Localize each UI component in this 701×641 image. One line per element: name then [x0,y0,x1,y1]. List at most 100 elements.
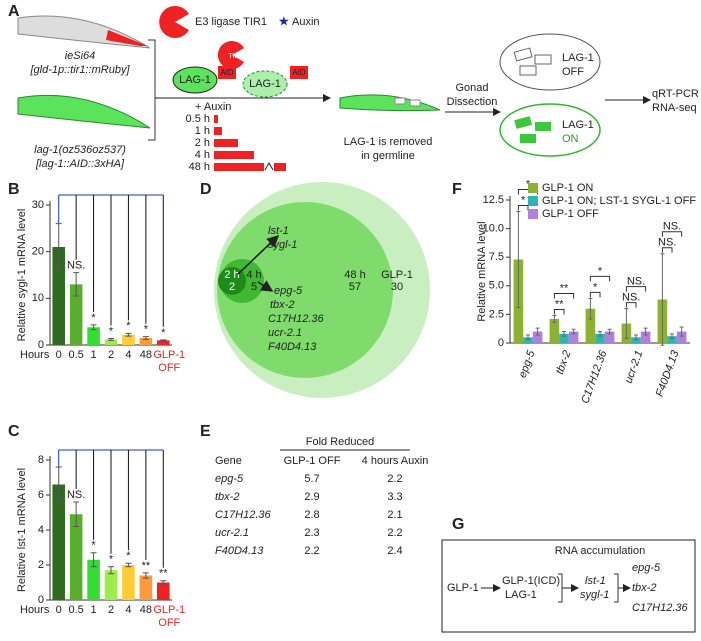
x-tick-label: 0.5 [68,604,83,616]
error-bar [562,331,566,337]
sig-bracket [589,291,601,298]
error-bar [125,562,132,568]
caption: LAG-1 is removed [344,136,433,148]
annotation: * [91,540,96,552]
worm [339,94,441,112]
pathway-title: RNA accumulation [555,545,646,557]
error-bar [142,572,149,579]
legend-swatch [528,209,538,219]
annotation: * [109,554,114,566]
node: epg-5 [632,562,661,574]
error-bar [598,331,602,337]
arrow [257,280,274,292]
sig-bracket [517,204,529,211]
strain: ieSi64 [65,50,96,62]
error-bar [73,501,80,527]
worm [17,94,151,129]
gonad [519,65,537,76]
y-tick-label: 2 [38,559,44,571]
gene: lst-1 [268,225,289,237]
panel-a: ieSi64 [gld-1p::tir1::mRuby] lag-1(oz536… [17,6,701,173]
error-bar [535,327,540,336]
legend-label: GLP-1 ON; LST-1 SYGL-1 OFF [542,195,696,207]
bar [631,337,641,343]
x-tick-label: 48 [140,349,152,361]
tir1-icon [217,41,244,69]
bar [676,331,687,343]
cell: F40D4.13 [215,545,264,557]
x-tick-label: GLP-1 OFF [153,349,185,374]
sig-label: NS. [658,237,676,249]
annotation: * [161,327,166,339]
germline [394,97,406,105]
node: GLP-1 [447,582,479,594]
protein-label: LAG-1 [249,78,281,90]
x-tick-label: epg-5 [517,348,538,379]
venn-circle [217,202,393,378]
bar [69,514,83,600]
aid-tag [218,66,236,79]
set-count: 30 [391,281,403,293]
error-bar [160,580,167,585]
gonad [535,122,551,131]
gene: F40D4.13 [268,341,317,353]
auxin-icon: ★ [278,13,290,28]
error-bar [160,339,167,342]
bar [104,339,118,345]
protein-label: AID [220,68,234,77]
annotation: * [126,320,131,332]
annotation: ** [159,568,168,580]
node: LAG-1 [505,589,537,601]
panel-label: D [200,181,212,198]
gonad [513,47,533,62]
sig-bracket [553,309,565,315]
caption: qRT-PCR or [652,88,701,100]
x-tick-label: ucr-2.1 [623,349,646,385]
strain: [gld-1p::tir1::mRuby] [29,64,130,76]
node: lst-1 [585,575,606,587]
bar [87,559,100,600]
caption: RNA-seq [652,102,697,114]
legend-text: Auxin [292,16,320,28]
y-tick-label: 2.5 [489,308,504,320]
strain: [lag-1::AID::3xHA] [35,158,125,170]
time-bar [214,139,238,147]
time-bar [214,115,218,123]
annotation: NS. [67,489,85,501]
state: OFF [562,66,584,78]
sig-label: NS. [663,221,681,233]
table-header: Gene [215,455,242,467]
time-label: 1 h [195,125,210,137]
caption: in germline [361,150,415,162]
set-count: 5 [251,281,257,293]
panel-label: A [8,3,20,20]
y-tick-label: 0 [38,339,44,351]
time-bar [214,127,222,135]
x-axis-label: Hours [20,604,50,616]
error-bar [624,308,629,339]
cell: 2.2 [387,527,402,539]
protein-label: TIR1 [228,53,243,60]
x-tick-label: 2 [108,604,114,616]
time-bar [274,163,286,171]
x-tick-label: 0 [56,604,62,616]
frame [441,539,696,633]
bar [104,570,118,600]
y-axis-label: Relative mRNA level [476,221,488,321]
legend-swatch [528,196,538,206]
sig-label: NS. [627,276,645,288]
error-bar [55,466,62,503]
bar [157,582,170,600]
time-label: 48 h [189,161,210,173]
state: LAG-1 [562,52,594,64]
y-axis-label: Relative sygl-1 mRNA level [16,209,28,342]
gonad [520,134,536,143]
table-header: Fold Reduced [306,436,375,448]
caption: Dissection [447,96,498,108]
x-tick-label: 4 [125,349,131,361]
bar [640,331,651,343]
cell: 3.3 [387,491,402,503]
y-tick-label: 5.0 [489,280,504,292]
error-bar [552,315,557,323]
